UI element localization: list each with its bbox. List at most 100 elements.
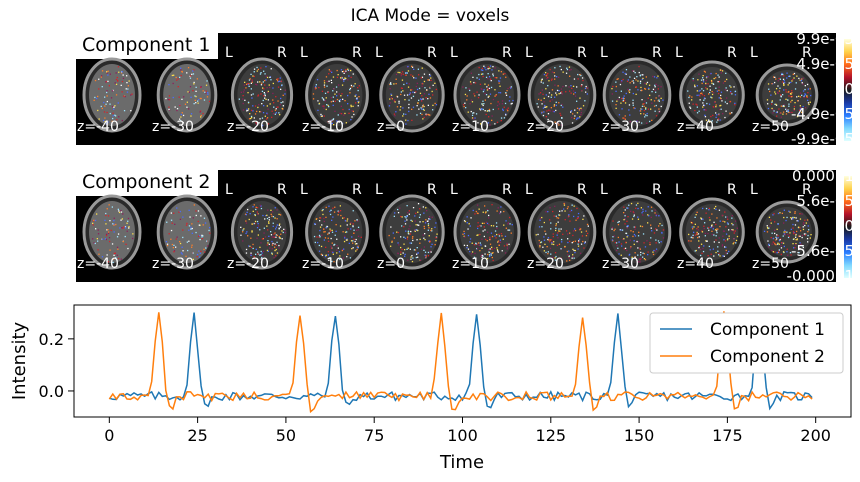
brain-slice bbox=[602, 51, 672, 137]
slice-left-marker: L bbox=[525, 45, 533, 61]
slice-left-marker: L bbox=[225, 182, 233, 198]
slice-right-marker: R bbox=[727, 45, 737, 61]
slice-left-marker: L bbox=[750, 45, 758, 61]
x-tick-label: 0 bbox=[104, 426, 114, 445]
slice-left-marker: L bbox=[675, 45, 683, 61]
slice-right-marker: R bbox=[352, 45, 362, 61]
x-tick-label: 50 bbox=[276, 426, 296, 445]
slice-z-label: z=20 bbox=[527, 119, 564, 135]
brain-slice bbox=[602, 188, 672, 274]
colorbar-tick-label: -0.00011 bbox=[786, 267, 854, 285]
slice-left-marker: L bbox=[300, 45, 308, 61]
slice-z-label: z=10 bbox=[452, 256, 489, 272]
brain-slice bbox=[527, 51, 597, 137]
slice-left-marker: L bbox=[525, 182, 533, 198]
colorbar-tick-label: -9.9e-05 bbox=[791, 130, 854, 148]
slice-left-marker: L bbox=[225, 45, 233, 61]
brain-slice bbox=[677, 51, 747, 137]
x-tick-label: 150 bbox=[624, 426, 655, 445]
colorbar-tick-label: 9.9e-05 bbox=[796, 30, 854, 48]
slice-right-marker: R bbox=[277, 45, 287, 61]
brain-slice bbox=[752, 188, 822, 274]
component-2-label: Component 2 bbox=[76, 170, 219, 196]
colorbar-tick-label: -5.6e-05 bbox=[791, 242, 854, 260]
slice-z-label: z=50 bbox=[752, 256, 789, 272]
x-tick-label: 25 bbox=[187, 426, 207, 445]
x-tick-label: 175 bbox=[712, 426, 743, 445]
x-tick-label: 125 bbox=[536, 426, 567, 445]
brain-slice bbox=[302, 188, 372, 274]
slice-z-label: z=50 bbox=[752, 119, 789, 135]
slice-z-label: z=-30 bbox=[152, 119, 194, 135]
colorbar-tick-label: 5.6e-05 bbox=[796, 192, 854, 210]
legend-label-component-2: Component 2 bbox=[710, 347, 825, 367]
y-tick-label: 0.0 bbox=[39, 382, 64, 401]
slice-left-marker: L bbox=[375, 182, 383, 198]
brain-slice bbox=[152, 51, 222, 137]
slice-left-marker: L bbox=[600, 45, 608, 61]
slice-right-marker: R bbox=[352, 182, 362, 198]
slice-z-label: z=0 bbox=[377, 119, 405, 135]
slice-left-marker: L bbox=[675, 182, 683, 198]
plot-area bbox=[73, 304, 852, 418]
brain-slice bbox=[527, 188, 597, 274]
brain-slice bbox=[452, 188, 522, 274]
slice-z-label: z=-40 bbox=[77, 256, 119, 272]
slice-right-marker: R bbox=[652, 45, 662, 61]
colorbar-tick-label: -4.9e-05 bbox=[791, 105, 854, 123]
legend-label-component-1: Component 1 bbox=[710, 320, 825, 340]
brain-slice bbox=[377, 188, 447, 274]
slice-left-marker: L bbox=[450, 182, 458, 198]
brain-slice bbox=[227, 51, 297, 137]
slice-right-marker: R bbox=[502, 45, 512, 61]
slice-left-marker: L bbox=[450, 45, 458, 61]
slice-z-label: z=40 bbox=[677, 119, 714, 135]
slice-right-marker: R bbox=[802, 182, 812, 198]
brain-slice bbox=[302, 51, 372, 137]
slice-left-marker: L bbox=[375, 45, 383, 61]
slice-z-label: z=-10 bbox=[302, 119, 344, 135]
slice-z-label: z=-40 bbox=[77, 119, 119, 135]
slice-z-label: z=30 bbox=[602, 256, 639, 272]
slice-right-marker: R bbox=[577, 182, 587, 198]
slice-right-marker: R bbox=[652, 182, 662, 198]
colorbar-tick-label: 0 bbox=[844, 217, 854, 235]
slice-z-label: z=30 bbox=[602, 119, 639, 135]
brain-slice bbox=[152, 188, 222, 274]
slice-right-marker: R bbox=[427, 45, 437, 61]
x-tick-label: 75 bbox=[364, 426, 384, 445]
slice-right-marker: R bbox=[727, 182, 737, 198]
slice-left-marker: L bbox=[600, 182, 608, 198]
slice-z-label: z=0 bbox=[377, 256, 405, 272]
colorbar-tick-label: 4.9e-05 bbox=[796, 55, 854, 73]
slice-right-marker: R bbox=[577, 45, 587, 61]
x-tick-label: 200 bbox=[800, 426, 831, 445]
y-axis-label: Intensity bbox=[9, 321, 30, 400]
slice-z-label: z=-10 bbox=[302, 256, 344, 272]
colorbar-tick-label: 0.00011 bbox=[791, 167, 854, 185]
slice-z-label: z=-30 bbox=[152, 256, 194, 272]
slice-left-marker: L bbox=[750, 182, 758, 198]
brain-slice bbox=[377, 51, 447, 137]
series-line-component-1 bbox=[109, 312, 813, 411]
x-axis-label: Time bbox=[439, 452, 484, 473]
series-line-component-2 bbox=[108, 311, 813, 414]
colorbar bbox=[844, 39, 852, 141]
slice-z-label: z=40 bbox=[677, 256, 714, 272]
slice-right-marker: R bbox=[427, 182, 437, 198]
colorbar-tick-label: 0 bbox=[844, 80, 854, 98]
slice-z-label: z=-20 bbox=[227, 256, 269, 272]
slice-z-label: z=-20 bbox=[227, 119, 269, 135]
slice-right-marker: R bbox=[802, 45, 812, 61]
x-tick-label: 100 bbox=[447, 426, 478, 445]
brain-slice bbox=[452, 51, 522, 137]
slice-z-label: z=20 bbox=[527, 256, 564, 272]
brain-slice bbox=[227, 188, 297, 274]
legend: Component 1 Component 2 bbox=[649, 312, 844, 374]
slice-right-marker: R bbox=[502, 182, 512, 198]
slice-right-marker: R bbox=[277, 182, 287, 198]
brain-slice bbox=[677, 188, 747, 274]
colorbar bbox=[844, 176, 852, 278]
brain-slice bbox=[752, 51, 822, 137]
